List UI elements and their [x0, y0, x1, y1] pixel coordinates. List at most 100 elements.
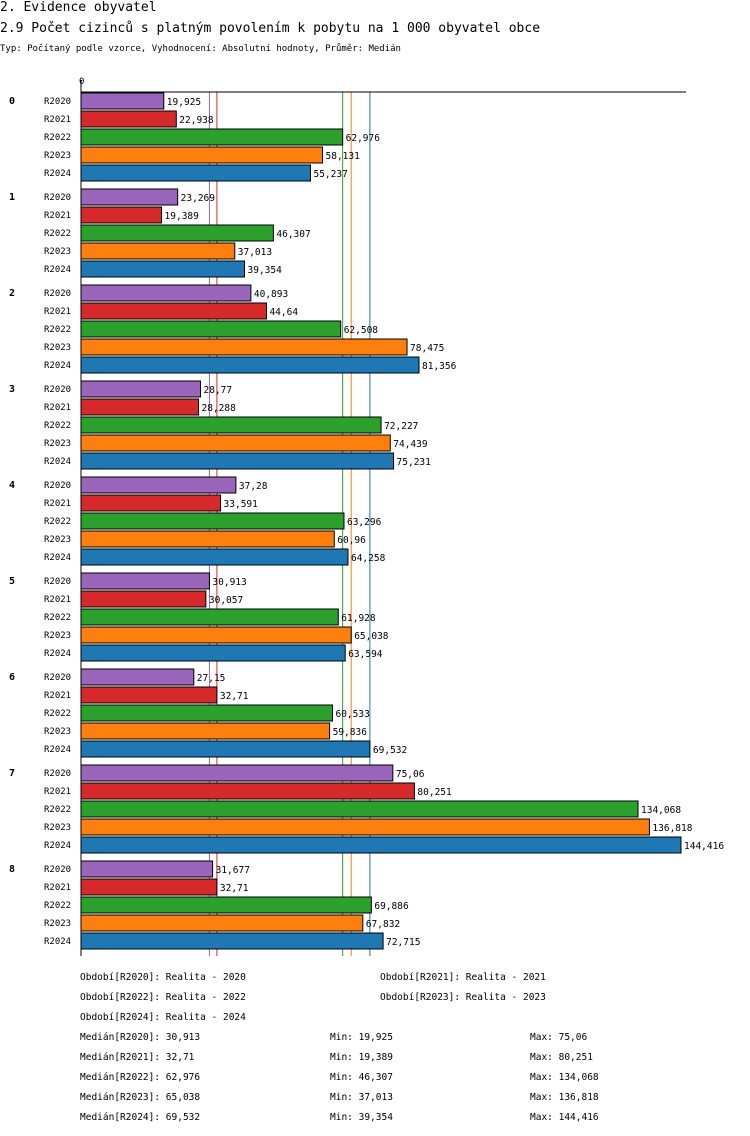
series-label: R2024: [44, 841, 71, 851]
data-label: 19,925: [167, 97, 201, 108]
series-label: R2021: [44, 211, 71, 221]
data-label: 31,677: [216, 865, 250, 876]
series-label: R2022: [44, 805, 71, 815]
series-label: R2024: [44, 649, 71, 659]
bar-r2023: [80, 914, 364, 932]
bar-r2022: [80, 800, 639, 818]
data-label: 72,227: [384, 421, 418, 432]
data-label: 60,533: [335, 709, 369, 720]
data-label: 55,237: [313, 169, 347, 180]
category-label: 3: [9, 384, 15, 395]
section-title: 2. Evidence obyvatel: [0, 0, 157, 15]
data-label: 62,976: [346, 133, 381, 144]
bar-r2024: [80, 836, 682, 854]
legend-period-r2021: Období[R2021]: Realita - 2021: [380, 972, 546, 983]
bar-chart: 0 0 R2020 19,925 R2021 22,938 R2022 62,976 R2023…: [9, 77, 724, 956]
legend-min-r2023: Min: 37,013: [330, 1092, 393, 1103]
data-label: 74,439: [393, 439, 428, 450]
bar-r2020: [80, 668, 195, 686]
legend-median-r2020: Medián[R2020]: 30,913: [80, 1032, 201, 1043]
bar-r2020: [80, 572, 210, 590]
data-label: 44,64: [269, 307, 298, 318]
legend-median-r2022: Medián[R2022]: 62,976: [80, 1072, 201, 1083]
data-label: 75,06: [396, 769, 425, 780]
bar-r2020: [80, 284, 252, 302]
series-label: R2022: [44, 901, 71, 911]
category-label: 8: [9, 864, 15, 875]
legend-min-r2024: Min: 39,354: [330, 1112, 393, 1123]
bar-r2023: [80, 146, 324, 164]
bar-r2023: [80, 818, 650, 836]
data-label: 27,15: [197, 673, 226, 684]
legend-max-r2021: Max: 80,251: [530, 1052, 593, 1063]
series-label: R2024: [44, 553, 71, 563]
bar-r2021: [80, 494, 222, 512]
series-label: R2020: [44, 673, 71, 683]
legend-period-r2023: Období[R2023]: Realita - 2023: [380, 992, 546, 1003]
chart-title: 2.9 Počet cizinců s platným povolením k …: [0, 21, 541, 36]
data-label: 32,71: [220, 691, 249, 702]
series-label: R2020: [44, 97, 71, 107]
series-label: R2023: [44, 727, 71, 737]
data-label: 40,893: [254, 289, 288, 300]
chart-subtitle: Typ: Počítaný podle vzorce, Vyhodnocení:…: [0, 44, 401, 54]
category-label: 1: [9, 192, 15, 203]
category-label: 7: [9, 768, 15, 779]
series-label: R2024: [44, 745, 71, 755]
series-label: R2024: [44, 937, 71, 947]
bar-r2024: [80, 356, 420, 374]
bar-r2023: [80, 434, 391, 452]
series-label: R2022: [44, 229, 71, 239]
data-label: 69,532: [373, 745, 407, 756]
series-label: R2022: [44, 325, 71, 335]
category-label: 0: [9, 96, 15, 107]
data-label: 67,832: [366, 919, 400, 930]
legend-max-r2020: Max: 75,06: [530, 1032, 588, 1043]
data-label: 30,913: [212, 577, 246, 588]
category-label: 4: [9, 480, 15, 491]
data-label: 63,594: [348, 649, 383, 660]
series-label: R2021: [44, 595, 71, 605]
data-label: 134,068: [641, 805, 681, 816]
series-label: R2024: [44, 361, 71, 371]
bar-r2020: [80, 188, 179, 206]
bar-r2024: [80, 644, 346, 662]
category-label: 6: [9, 672, 15, 683]
series-label: R2020: [44, 385, 71, 395]
legend-max-r2024: Max: 144,416: [530, 1112, 599, 1123]
data-label: 59,836: [333, 727, 368, 738]
bar-r2022: [80, 896, 372, 914]
legend-median-r2023: Medián[R2023]: 65,038: [80, 1092, 201, 1103]
legend-min-r2021: Min: 19,389: [330, 1052, 393, 1063]
series-label: R2021: [44, 691, 71, 701]
series-label: R2021: [44, 499, 71, 509]
series-label: R2023: [44, 343, 71, 353]
bar-r2021: [80, 782, 415, 800]
data-label: 37,28: [239, 481, 268, 492]
series-label: R2022: [44, 709, 71, 719]
series-label: R2023: [44, 823, 71, 833]
data-label: 144,416: [684, 841, 724, 852]
x-axis-zero-label: 0: [79, 77, 84, 87]
data-label: 46,307: [276, 229, 310, 240]
bar-r2021: [80, 398, 200, 416]
data-label: 75,231: [397, 457, 432, 468]
series-label: R2023: [44, 535, 71, 545]
series-label: R2023: [44, 247, 71, 257]
series-label: R2023: [44, 919, 71, 929]
series-label: R2022: [44, 517, 71, 527]
bar-r2023: [80, 530, 335, 548]
data-label: 136,818: [652, 823, 692, 834]
bar-r2021: [80, 590, 207, 608]
category-label: 5: [9, 576, 15, 587]
data-label: 33,591: [224, 499, 259, 510]
data-label: 65,038: [354, 631, 389, 642]
series-label: R2020: [44, 481, 71, 491]
legend-period-r2022: Období[R2022]: Realita - 2022: [80, 992, 246, 1003]
data-label: 62,508: [344, 325, 379, 336]
data-label: 64,258: [351, 553, 386, 564]
series-label: R2023: [44, 151, 71, 161]
series-label: R2023: [44, 631, 71, 641]
data-label: 80,251: [417, 787, 452, 798]
series-label: R2021: [44, 787, 71, 797]
